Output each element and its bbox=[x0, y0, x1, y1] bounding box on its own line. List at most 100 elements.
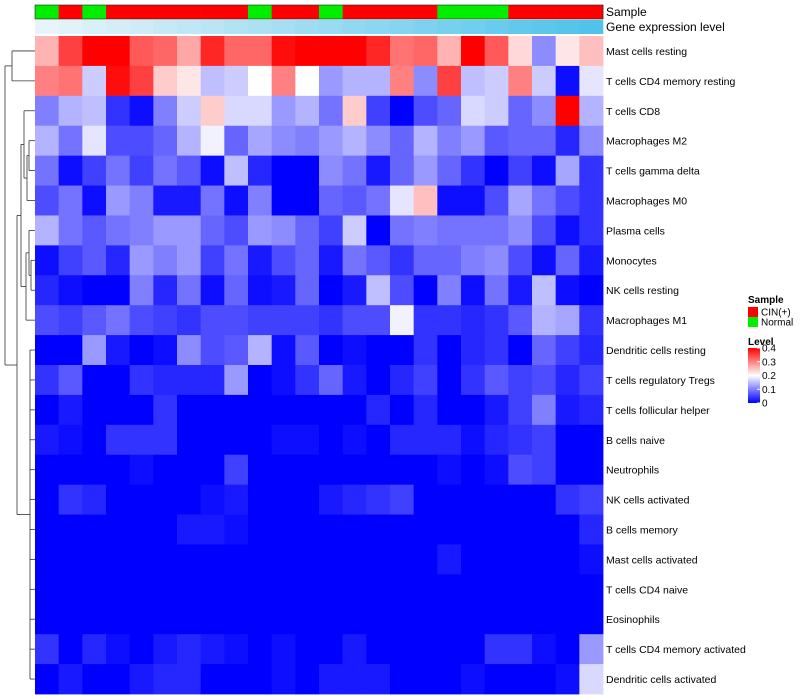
row-label: NK cells activated bbox=[606, 495, 690, 507]
heatmap-cell bbox=[129, 305, 154, 336]
heatmap-cell bbox=[461, 155, 486, 186]
heatmap-cell bbox=[461, 335, 486, 366]
expression-cell bbox=[555, 20, 580, 34]
heatmap-cell bbox=[129, 185, 154, 216]
heatmap-cell bbox=[413, 36, 438, 67]
heatmap-cell bbox=[390, 185, 415, 216]
heatmap-cell bbox=[58, 394, 83, 426]
heatmap-cell bbox=[35, 664, 60, 695]
heatmap-cell bbox=[271, 125, 296, 157]
heatmap-cell bbox=[555, 634, 580, 665]
heatmap-cell bbox=[248, 155, 273, 186]
heatmap-cell bbox=[248, 664, 273, 695]
heatmap-cell bbox=[579, 155, 604, 186]
heatmap-cell bbox=[35, 125, 60, 157]
heatmap-cell bbox=[532, 604, 557, 635]
heatmap-cell bbox=[484, 185, 509, 216]
heatmap-cell bbox=[129, 664, 154, 695]
heatmap-cell bbox=[461, 424, 486, 456]
sample-cell bbox=[579, 5, 604, 19]
heatmap-cell bbox=[271, 95, 296, 127]
heatmap-cell bbox=[508, 335, 533, 366]
sample-cell bbox=[35, 5, 59, 19]
expression-cell bbox=[437, 20, 462, 34]
heatmap-cell bbox=[224, 634, 249, 665]
heatmap-cell bbox=[390, 634, 415, 665]
heatmap-cell bbox=[555, 215, 580, 246]
heatmap-cell bbox=[508, 95, 533, 127]
heatmap-cell bbox=[82, 664, 107, 695]
heatmap-cell bbox=[295, 664, 320, 695]
heatmap-cell bbox=[35, 36, 60, 67]
heatmap-cell bbox=[58, 514, 83, 545]
heatmap-cell bbox=[461, 365, 486, 396]
heatmap-cell bbox=[224, 394, 249, 426]
heatmap-cell bbox=[437, 36, 462, 67]
sample-cell bbox=[177, 5, 201, 19]
heatmap-cell bbox=[200, 424, 225, 456]
heatmap-cell bbox=[295, 245, 320, 276]
heatmap-cell bbox=[58, 36, 83, 67]
sample-cell bbox=[153, 5, 178, 19]
heatmap-cell bbox=[508, 155, 533, 186]
row-label: T cells CD4 memory resting bbox=[606, 76, 735, 88]
expression-cell bbox=[82, 20, 107, 34]
heatmap-cell bbox=[437, 65, 462, 97]
heatmap-cell bbox=[224, 335, 249, 366]
heatmap-cell bbox=[413, 155, 438, 186]
heatmap-cell bbox=[342, 664, 367, 695]
heatmap-cell bbox=[579, 424, 604, 456]
heatmap-cell bbox=[200, 544, 225, 575]
heatmap-cell bbox=[200, 155, 225, 186]
heatmap-cell bbox=[484, 454, 509, 486]
heatmap-cell bbox=[224, 36, 249, 67]
heatmap-cell bbox=[461, 664, 486, 695]
heatmap-cell bbox=[35, 544, 60, 575]
heatmap-cell bbox=[484, 544, 509, 575]
heatmap-cell bbox=[248, 544, 273, 575]
row-dendrogram bbox=[4, 50, 35, 680]
heatmap-cell bbox=[295, 394, 320, 426]
heatmap-cell bbox=[58, 305, 83, 336]
heatmap-cell bbox=[508, 484, 533, 515]
legend-entry-label: Normal bbox=[761, 318, 793, 329]
heatmap-cell bbox=[35, 65, 60, 97]
heatmap-cell bbox=[579, 365, 604, 396]
heatmap-cell bbox=[484, 484, 509, 515]
heatmap-cell bbox=[248, 365, 273, 396]
heatmap-cell bbox=[484, 394, 509, 426]
heatmap-cell bbox=[35, 514, 60, 545]
heatmap-cell bbox=[532, 454, 557, 486]
heatmap-cell bbox=[319, 125, 344, 157]
heatmap-cell bbox=[413, 365, 438, 396]
heatmap-cell bbox=[58, 155, 83, 186]
heatmap-cell bbox=[319, 604, 344, 635]
heatmap-cell bbox=[295, 574, 320, 605]
heatmap-cell bbox=[461, 245, 486, 276]
heatmap-cell bbox=[129, 36, 154, 67]
heatmap-cell bbox=[106, 394, 131, 426]
heatmap-cell bbox=[390, 125, 415, 157]
expression-cell bbox=[390, 20, 414, 34]
heatmap-cell bbox=[555, 36, 580, 67]
heatmap-cell bbox=[224, 95, 249, 127]
heatmap-cell bbox=[366, 574, 391, 605]
expression-cell bbox=[58, 20, 83, 34]
heatmap-cell bbox=[555, 155, 580, 186]
heatmap-cell bbox=[437, 185, 462, 216]
heatmap-cell bbox=[342, 394, 367, 426]
legend: Sample CIN(+)Normal Level 0.4 0.3 0.2 0.1 0 bbox=[748, 295, 793, 410]
heatmap-cell bbox=[58, 245, 83, 276]
heatmap-cell bbox=[413, 185, 438, 216]
heatmap-cell bbox=[200, 95, 225, 127]
heatmap-cell bbox=[532, 484, 557, 515]
heatmap-cell bbox=[437, 155, 462, 186]
heatmap-cell bbox=[248, 604, 273, 635]
row-label: Monocytes bbox=[606, 255, 657, 267]
heatmap-cell bbox=[579, 634, 604, 665]
heatmap-cell bbox=[342, 155, 367, 186]
heatmap-cell bbox=[555, 544, 580, 575]
heatmap-cell bbox=[82, 484, 107, 515]
sample-cell bbox=[224, 5, 249, 19]
expression-annotation-track bbox=[35, 20, 604, 34]
